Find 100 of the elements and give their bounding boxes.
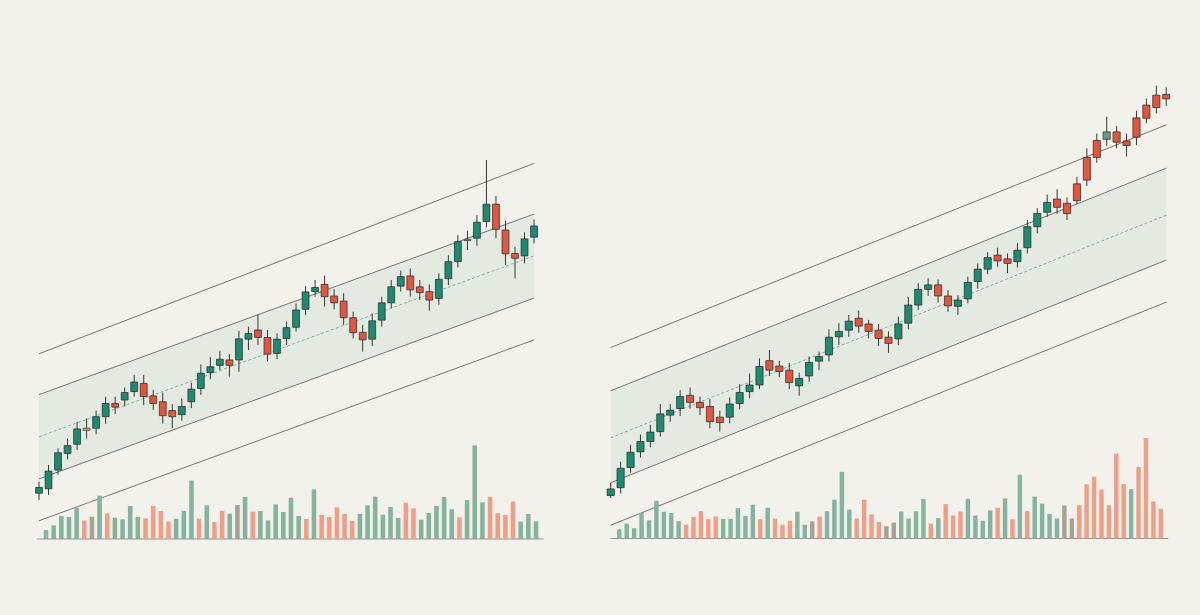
- bar: [1069, 518, 1075, 539]
- candlestick: [1082, 147, 1091, 187]
- bar: [472, 445, 478, 539]
- bar: [787, 520, 793, 539]
- candlestick: [454, 234, 462, 268]
- candlestick: [1063, 196, 1071, 221]
- candlestick: [616, 461, 625, 494]
- candlestick: [1092, 133, 1101, 164]
- bar: [980, 520, 986, 539]
- candlestick: [705, 398, 714, 429]
- bar: [683, 524, 689, 539]
- bar: [958, 511, 963, 539]
- bar: [1106, 505, 1112, 539]
- bar: [654, 500, 659, 539]
- bar: [365, 505, 370, 539]
- candlestick: [815, 351, 823, 371]
- candlestick: [444, 254, 453, 286]
- bar: [884, 526, 889, 539]
- candlestick: [676, 389, 685, 417]
- bar: [1099, 489, 1104, 539]
- candlestick: [197, 363, 205, 396]
- bar: [1002, 498, 1008, 539]
- candlestick: [963, 276, 972, 304]
- bar: [639, 512, 644, 539]
- candlestick: [473, 214, 481, 247]
- bar: [1077, 505, 1082, 539]
- bar: [817, 516, 822, 539]
- bar: [669, 512, 674, 539]
- bar: [795, 511, 800, 539]
- bar: [631, 528, 637, 539]
- bar: [166, 521, 171, 539]
- bar: [802, 524, 807, 539]
- bar: [81, 520, 87, 539]
- bar: [1017, 474, 1023, 539]
- bar: [758, 519, 763, 539]
- bar: [250, 511, 256, 539]
- bar: [1032, 496, 1037, 539]
- bar: [1151, 501, 1156, 539]
- bar: [1136, 467, 1141, 539]
- bar: [104, 513, 110, 539]
- bar: [1062, 505, 1067, 539]
- bar: [457, 517, 462, 539]
- bar: [735, 508, 741, 539]
- bar: [526, 513, 531, 539]
- bar: [1121, 484, 1126, 539]
- bar: [273, 504, 278, 539]
- candlestick: [1073, 176, 1081, 205]
- bar: [750, 504, 756, 539]
- bar: [503, 515, 508, 539]
- bar: [995, 507, 1000, 539]
- bar: [691, 517, 696, 539]
- candlestick: [825, 328, 833, 362]
- candlestick: [435, 272, 443, 306]
- candlestick: [206, 356, 215, 380]
- candlestick: [944, 289, 952, 313]
- bar: [646, 520, 652, 539]
- bar: [372, 496, 378, 539]
- bar: [869, 514, 874, 539]
- bar: [698, 511, 704, 539]
- bar: [676, 521, 681, 539]
- bar: [765, 507, 770, 539]
- bar: [349, 521, 355, 539]
- candlestick: [73, 421, 81, 451]
- bar: [876, 521, 882, 539]
- bar: [319, 515, 324, 539]
- bar: [832, 499, 837, 539]
- candlestick: [1043, 194, 1052, 218]
- bar: [617, 529, 622, 539]
- bar: [950, 515, 956, 539]
- candlestick: [1053, 188, 1062, 215]
- bar: [1010, 519, 1015, 539]
- bar: [1084, 484, 1089, 539]
- bar: [713, 516, 718, 539]
- bar: [728, 518, 733, 539]
- bar: [1025, 511, 1030, 539]
- bar: [258, 510, 263, 539]
- candlestick: [953, 294, 962, 316]
- candlestick: [530, 219, 538, 244]
- bar: [1158, 508, 1164, 539]
- bar: [973, 515, 978, 539]
- candlestick: [463, 230, 472, 251]
- bar: [706, 519, 711, 539]
- candlestick: [834, 322, 843, 346]
- bar: [720, 518, 726, 539]
- bar: [97, 495, 102, 539]
- bar: [780, 524, 785, 539]
- bar: [861, 499, 867, 539]
- bar: [518, 521, 523, 539]
- bar: [296, 515, 301, 539]
- bar: [1091, 476, 1097, 539]
- bar: [809, 521, 815, 539]
- bar: [839, 471, 845, 539]
- candlestick: [934, 279, 942, 304]
- candlestick: [130, 374, 138, 398]
- bar: [661, 511, 667, 539]
- bar: [204, 505, 210, 539]
- bar: [913, 511, 919, 539]
- bar: [120, 519, 125, 539]
- bar: [987, 510, 993, 539]
- bar: [624, 523, 629, 539]
